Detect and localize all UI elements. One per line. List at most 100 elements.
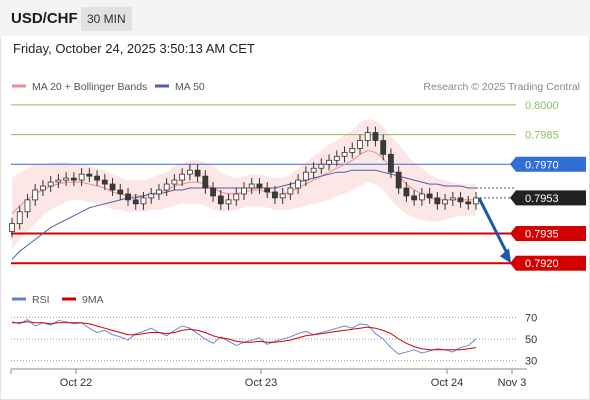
candle-body — [233, 193, 240, 201]
report-datetime: Friday, October 24, 2025 3:50:13 AM CET — [13, 41, 255, 56]
candle-body — [171, 179, 178, 185]
timeframe-badge[interactable]: 30 MIN — [81, 7, 132, 31]
candle-body — [457, 197, 464, 203]
candle-body — [194, 169, 201, 177]
candle-body — [465, 201, 472, 205]
candle — [318, 158, 325, 175]
rsi-line — [11, 319, 477, 355]
level-tag-0.7935 — [516, 226, 586, 242]
x-tick-label: Nov 3 — [498, 377, 527, 389]
candle — [156, 184, 162, 200]
level-labels: 0.8000 0.7985 0.7970 0.7953 0.7935 0.7920 — [510, 100, 586, 271]
level-label-0.7920: 0.7920 — [525, 258, 559, 270]
rsi-legend-label: RSI — [32, 294, 50, 306]
candle — [256, 178, 263, 194]
x-tick-label: Oct 23 — [245, 377, 277, 389]
forecast-arrow-shaft — [477, 197, 510, 256]
level-tag-pointer — [510, 156, 516, 172]
candle — [217, 189, 224, 210]
candle — [411, 189, 418, 206]
candle — [117, 184, 124, 200]
level-tag-0.7920 — [516, 255, 586, 271]
candle — [171, 174, 178, 190]
candle-body — [9, 223, 15, 232]
candle — [403, 182, 410, 202]
candle-body — [86, 173, 93, 177]
candle-body — [78, 173, 85, 181]
candle-body — [16, 211, 23, 225]
forecast-arrow — [477, 197, 511, 264]
candle — [279, 188, 286, 204]
candle-body — [349, 148, 356, 153]
level-tag-pointer — [510, 255, 516, 271]
candle — [302, 166, 309, 187]
candle — [395, 166, 402, 194]
candle-body — [109, 183, 116, 191]
candle — [333, 150, 340, 167]
candle — [310, 162, 317, 179]
header-bar: USD/CHF 30 MIN — [0, 0, 590, 36]
rsi-tick-50: 50 — [525, 334, 537, 346]
candle — [163, 178, 170, 196]
level-tag-0.7970 — [516, 156, 586, 172]
candle-body — [241, 187, 247, 195]
candle-body — [217, 195, 224, 205]
candle — [132, 193, 139, 210]
candle-body — [310, 167, 317, 173]
candle — [449, 191, 456, 206]
candle-body — [411, 195, 418, 201]
candle-body — [272, 191, 278, 199]
candle-body — [125, 193, 131, 201]
candle-body — [24, 199, 31, 213]
candle-body — [395, 171, 402, 189]
ma20-legend-label: MA 20 + Bollinger Bands — [32, 81, 147, 93]
candle-body — [210, 187, 216, 197]
candle-body — [256, 183, 263, 189]
candle-body — [426, 193, 433, 199]
candle-body — [287, 187, 294, 195]
candle-body — [418, 193, 425, 201]
candle — [86, 168, 93, 183]
candle-body — [148, 193, 155, 199]
candle-body — [94, 175, 100, 181]
candle — [388, 148, 394, 179]
candle — [465, 195, 472, 210]
candle — [24, 193, 31, 218]
candle — [32, 184, 39, 206]
candle — [78, 168, 85, 187]
candle-body — [264, 187, 271, 193]
candle-body — [55, 179, 62, 183]
candle-body — [302, 171, 309, 181]
x-tick-label: Oct 24 — [431, 377, 463, 389]
candle — [40, 180, 46, 196]
candle — [434, 191, 441, 210]
candle — [349, 142, 356, 159]
candle-body — [449, 197, 456, 201]
candle — [248, 178, 255, 194]
candle-body — [163, 183, 170, 191]
candle — [241, 182, 247, 200]
candle — [55, 174, 62, 189]
level-tag-pointer — [510, 190, 516, 206]
candle-body — [248, 183, 255, 189]
level-tag-0.7953 — [516, 190, 586, 206]
candles — [9, 126, 479, 238]
rsi-panel: 70 50 30 — [11, 312, 537, 368]
candle — [233, 188, 240, 206]
candle-body — [279, 193, 286, 199]
candle — [140, 191, 147, 210]
level-lines — [11, 104, 516, 265]
candle — [287, 182, 294, 200]
candle-body — [156, 189, 162, 195]
candle-body — [202, 175, 209, 189]
candle — [9, 217, 15, 238]
candle-body — [380, 140, 387, 155]
level-label-0.7935: 0.7935 — [525, 229, 559, 241]
candle-body — [341, 151, 348, 157]
research-credit: Research © 2025 Trading Central — [423, 81, 580, 93]
candle-body — [473, 197, 479, 205]
candle-body — [388, 153, 394, 173]
ma50-legend-label: MA 50 — [175, 81, 205, 93]
candle — [109, 178, 116, 196]
candle — [101, 174, 108, 190]
